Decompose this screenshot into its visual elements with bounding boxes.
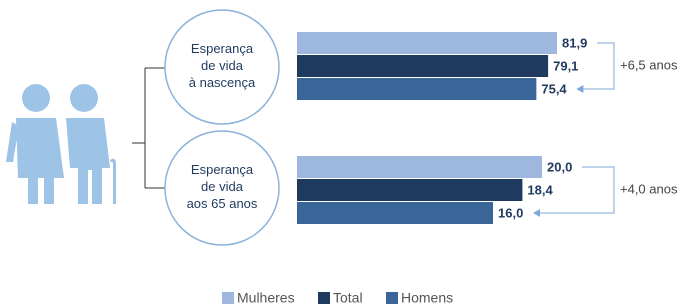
legend-swatch (386, 292, 398, 304)
legend-label: Total (333, 290, 363, 306)
arrow-head (533, 209, 540, 217)
arrow-head (576, 85, 583, 93)
bar (297, 32, 557, 54)
value-label: 18,4 (527, 182, 553, 197)
value-label: 75,4 (541, 81, 567, 96)
bar (297, 156, 542, 178)
bar (297, 55, 548, 77)
legend-swatch (318, 292, 330, 304)
people-icon (6, 84, 116, 204)
annotation: +4,0 anos (620, 181, 678, 196)
legend-swatch (222, 292, 234, 304)
bar (297, 78, 536, 100)
value-label: 20,0 (547, 159, 572, 174)
legend-label: Mulheres (237, 290, 295, 306)
value-label: 79,1 (553, 58, 578, 73)
chart: Esperançade vidaà nascença81,979,175,4+6… (0, 0, 685, 307)
bar (297, 202, 493, 224)
legend-label: Homens (401, 290, 453, 306)
value-label: 81,9 (562, 35, 587, 50)
value-label: 16,0 (498, 205, 523, 220)
bar (297, 179, 522, 201)
annotation: +6,5 anos (620, 57, 678, 72)
bracket (132, 68, 165, 188)
